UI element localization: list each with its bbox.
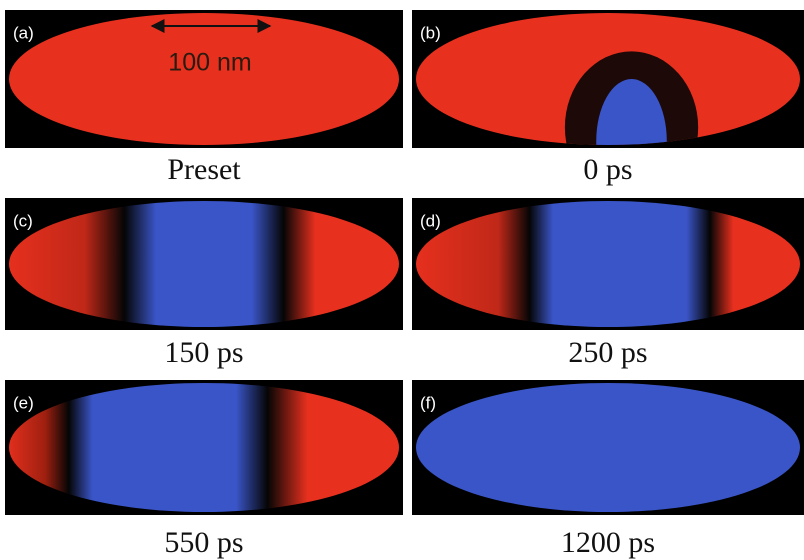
panel-label: (d) <box>420 211 441 230</box>
panel: (a) <box>5 10 403 148</box>
magnetization-map <box>9 13 399 145</box>
magnetization-map <box>416 13 800 145</box>
panel: (b) <box>412 10 804 148</box>
domain <box>9 201 399 327</box>
panel: (d) <box>412 198 804 330</box>
panel-caption: 250 ps <box>568 336 647 369</box>
panel-caption: 0 ps <box>583 153 632 186</box>
domain <box>416 201 800 327</box>
panel-label: (b) <box>420 23 441 42</box>
panel-caption: 550 ps <box>164 526 243 559</box>
panel: (e) <box>5 380 403 515</box>
panel: (f) <box>412 380 804 515</box>
panel-caption: 150 ps <box>164 336 243 369</box>
panel: (c) <box>5 198 403 330</box>
magnetization-map <box>9 383 399 512</box>
domain <box>596 79 667 145</box>
domain <box>416 383 800 512</box>
magnetization-map <box>416 383 800 512</box>
panel-label: (e) <box>13 393 34 412</box>
magnetization-map <box>416 201 800 327</box>
panel-caption: 1200 ps <box>561 526 655 559</box>
magnetization-map <box>9 201 399 327</box>
panel-caption: Preset <box>167 153 241 186</box>
scale-bar-label: 100 nm <box>168 49 251 77</box>
panel-label: (c) <box>13 211 33 230</box>
panel-label: (a) <box>13 23 34 42</box>
panel-label: (f) <box>420 393 436 412</box>
domain <box>9 13 399 145</box>
domain <box>9 383 399 512</box>
